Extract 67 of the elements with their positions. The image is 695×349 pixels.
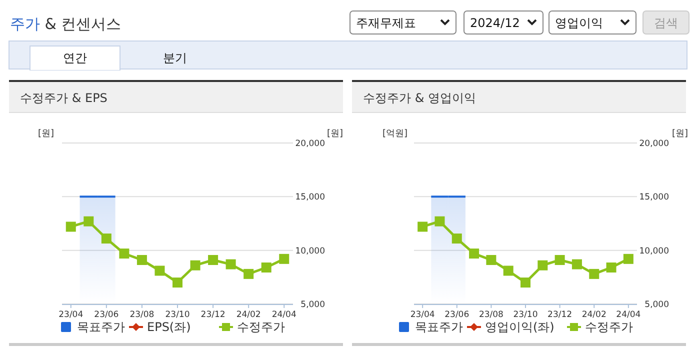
- text: 검색: [654, 16, 678, 30]
- point: [84, 216, 94, 226]
- x-tick-label: 24/04: [272, 310, 296, 320]
- legend-label: 영업이익(좌): [485, 320, 554, 334]
- text: 연간: [63, 51, 87, 65]
- y2-tick-label: 5,000: [644, 300, 669, 310]
- y2-tick-label: 15,000: [639, 192, 669, 203]
- legend-label: 수정주가: [237, 320, 285, 334]
- y2-tick-label: 5,000: [300, 300, 325, 310]
- point: [554, 254, 565, 265]
- x-tick-label: 23/10: [513, 310, 538, 320]
- point: [469, 248, 480, 259]
- x-tick-label: 23/06: [94, 310, 119, 320]
- legend-label: 수정주가: [585, 320, 633, 334]
- point: [190, 260, 200, 270]
- y2-tick-label: 20,000: [295, 139, 325, 149]
- point: [66, 222, 76, 232]
- y2-tick-label: 10,000: [639, 246, 669, 256]
- x-tick-label: 23/04: [410, 310, 435, 320]
- x-tick-label: 23/08: [478, 310, 504, 320]
- x-tick-label: 24/02: [582, 310, 606, 320]
- x-tick-label: 23/04: [58, 310, 84, 320]
- point: [101, 234, 112, 244]
- text: 주재무제표: [356, 16, 416, 30]
- y-axis-title: [억원]: [382, 129, 408, 139]
- point: [486, 254, 496, 265]
- x-tick-label: 23/12: [548, 310, 572, 320]
- text: 주가 & 컨센서스: [10, 15, 122, 33]
- y2-axis-title: [원]: [326, 129, 344, 139]
- point: [538, 260, 548, 270]
- y-axis-title: [원]: [38, 129, 54, 139]
- y2-tick-label: 15,000: [295, 192, 325, 203]
- point: [119, 248, 130, 259]
- chart-title: 수정주가 & 영업이익: [363, 91, 476, 105]
- point: [434, 216, 445, 226]
- text: 분기: [163, 51, 187, 65]
- x-tick-label: 23/12: [200, 310, 226, 320]
- point: [589, 268, 600, 279]
- y2-tick-label: 10,000: [295, 246, 325, 256]
- y2-axis-title: [원]: [672, 129, 688, 139]
- chart-title: 수정주가 & EPS: [20, 91, 108, 105]
- text: 영업이익: [555, 16, 603, 30]
- y2-tick-label: 20,000: [639, 139, 669, 149]
- legend-label: 목표주가: [415, 320, 463, 334]
- point: [261, 262, 272, 273]
- text: 2024/12: [470, 16, 520, 30]
- x-tick-label: 24/02: [236, 310, 261, 320]
- legend-label: 목표주가: [77, 320, 125, 334]
- point: [279, 254, 290, 264]
- x-tick-label: 23/06: [444, 310, 470, 320]
- x-tick-label: 24/04: [616, 310, 641, 320]
- point: [452, 234, 462, 244]
- point: [520, 278, 530, 288]
- point: [572, 259, 582, 270]
- x-tick-label: 23/10: [165, 310, 190, 320]
- point: [154, 266, 165, 276]
- point: [623, 254, 634, 264]
- x-tick-label: 23/08: [130, 310, 154, 320]
- point: [244, 268, 254, 279]
- point: [503, 266, 514, 276]
- point: [208, 254, 218, 265]
- point: [172, 278, 182, 288]
- point: [606, 262, 616, 273]
- point: [136, 254, 147, 265]
- point: [418, 222, 428, 232]
- point: [226, 259, 236, 270]
- legend-label: EPS(좌): [147, 320, 191, 334]
